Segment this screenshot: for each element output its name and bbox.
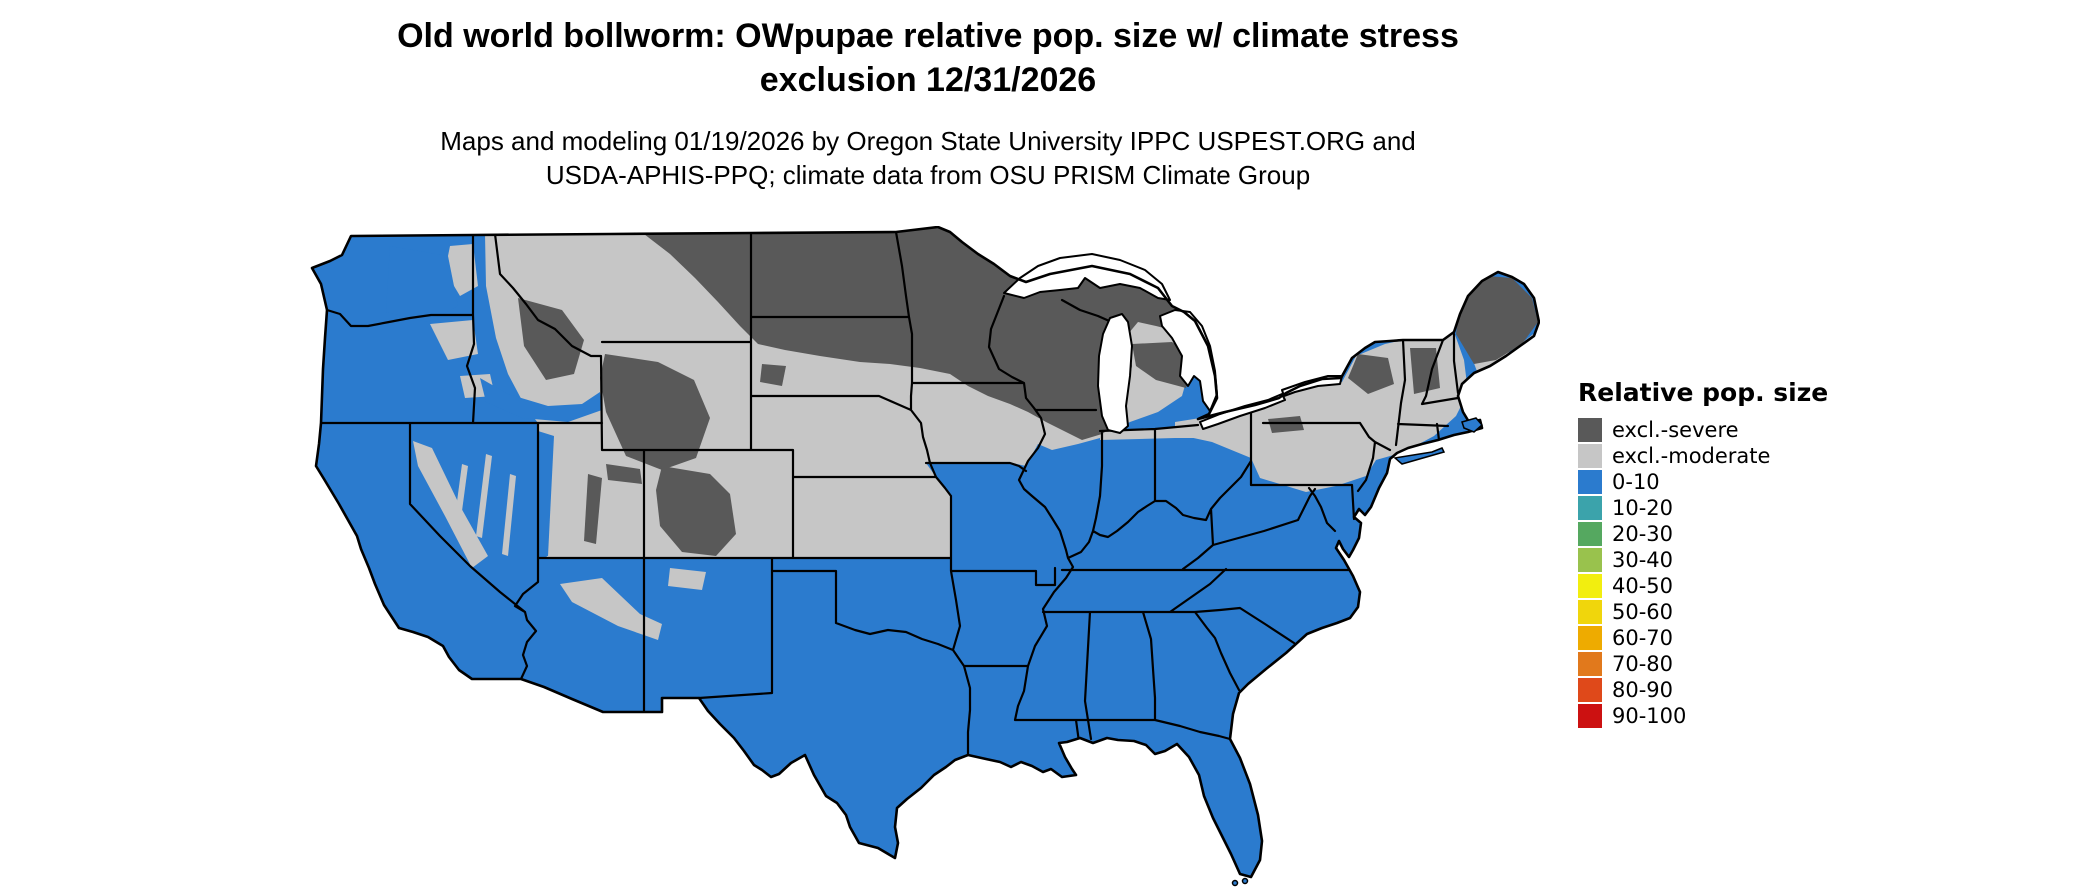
florida-keys xyxy=(1241,877,1249,885)
legend-label: 80-90 xyxy=(1612,678,1674,702)
legend-label: 0-10 xyxy=(1612,470,1660,494)
legend-label: 50-60 xyxy=(1612,600,1674,624)
legend-label: 10-20 xyxy=(1612,496,1674,520)
legend-item: 80-90 xyxy=(1578,677,1828,703)
legend-swatch xyxy=(1578,470,1602,494)
page-subtitle-line1: Maps and modeling 01/19/2026 by Oregon S… xyxy=(440,126,1416,156)
legend-swatch xyxy=(1578,704,1602,728)
cape-cod xyxy=(1461,417,1484,433)
choropleth-layers xyxy=(312,227,1539,877)
legend-title: Relative pop. size xyxy=(1578,378,1829,407)
page-title-line2: exclusion 12/31/2026 xyxy=(759,61,1097,99)
legend-label: 60-70 xyxy=(1612,626,1674,650)
state-borders xyxy=(319,230,1460,757)
great-lakes xyxy=(1003,253,1343,434)
legend-label: excl.-severe xyxy=(1612,418,1739,442)
legend-swatch xyxy=(1578,574,1602,598)
legend-label: 90-100 xyxy=(1612,704,1687,728)
legend-item: excl.-moderate xyxy=(1578,443,1828,469)
legend-items: excl.-severe excl.-moderate 0-10 10-20 20-30… xyxy=(1578,417,1828,729)
legend-item: 70-80 xyxy=(1578,651,1828,677)
legend-item: 10-20 xyxy=(1578,495,1828,521)
legend-label: 20-30 xyxy=(1612,522,1674,546)
legend-swatch xyxy=(1578,652,1602,676)
us-map xyxy=(310,226,1540,892)
page-title: Old world bollworm: OWpupae relative pop… xyxy=(0,14,1856,102)
legend-swatch xyxy=(1578,418,1602,442)
regions-blue-accents xyxy=(386,246,602,556)
lake-michigan xyxy=(1097,313,1133,434)
legend-item: 20-30 xyxy=(1578,521,1828,547)
legend-swatch xyxy=(1578,678,1602,702)
lake-superior xyxy=(1003,253,1171,301)
florida-keys xyxy=(1231,879,1239,887)
legend-swatch xyxy=(1578,444,1602,468)
legend-item: 50-60 xyxy=(1578,599,1828,625)
legend-swatch xyxy=(1578,522,1602,546)
legend-item: 40-50 xyxy=(1578,573,1828,599)
legend-item: 60-70 xyxy=(1578,625,1828,651)
legend-swatch xyxy=(1578,600,1602,624)
page-title-line1: Old world bollworm: OWpupae relative pop… xyxy=(397,17,1459,55)
long-island xyxy=(1393,447,1446,465)
us-map-svg xyxy=(310,226,1540,887)
legend-swatch xyxy=(1578,548,1602,572)
legend-item: 0-10 xyxy=(1578,469,1828,495)
coastal-islands xyxy=(1231,417,1484,887)
legend-label: 70-80 xyxy=(1612,652,1674,676)
legend-swatch xyxy=(1578,626,1602,650)
legend-item: 90-100 xyxy=(1578,703,1828,729)
legend-item: 30-40 xyxy=(1578,547,1828,573)
map-legend: Relative pop. size excl.-severe excl.-mod… xyxy=(1578,378,1828,729)
legend-label: excl.-moderate xyxy=(1612,444,1771,468)
page-subtitle: Maps and modeling 01/19/2026 by Oregon S… xyxy=(0,124,1856,192)
legend-item: excl.-severe xyxy=(1578,417,1828,443)
legend-label: 30-40 xyxy=(1612,548,1674,572)
legend-label: 40-50 xyxy=(1612,574,1674,598)
page-subtitle-line2: USDA-APHIS-PPQ; climate data from OSU PR… xyxy=(545,160,1311,190)
legend-swatch xyxy=(1578,496,1602,520)
lake-ontario xyxy=(1281,375,1343,397)
us-outline xyxy=(310,226,1540,879)
